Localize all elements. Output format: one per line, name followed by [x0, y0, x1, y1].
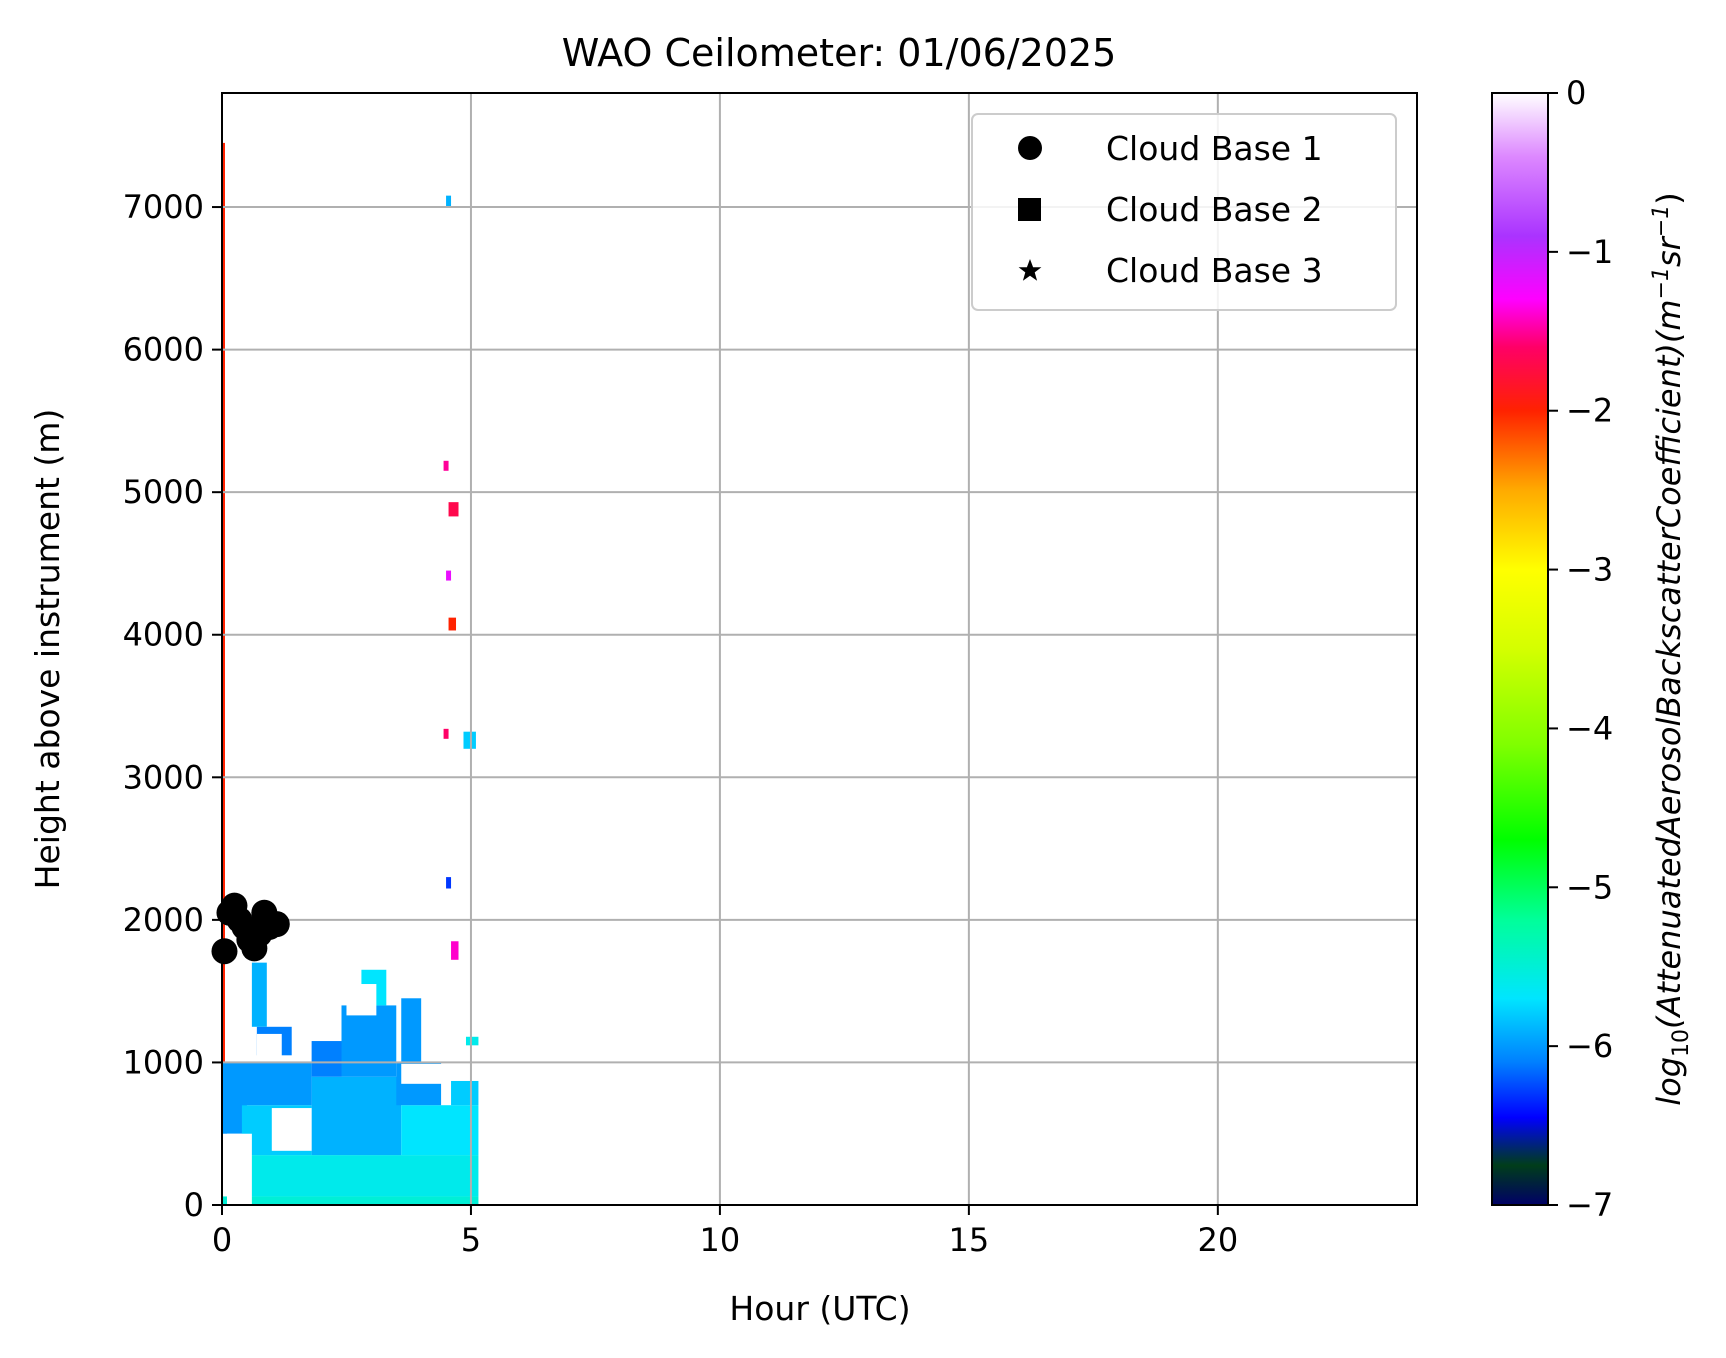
backscatter-cell — [246, 1155, 479, 1197]
colorbar-label: log10(AttenuatedAerosolBackscatterCoeffi… — [1649, 192, 1694, 1106]
backscatter-cell — [241, 1062, 312, 1106]
y-axis-ticks: 0 1000 2000 3000 4000 5000 6000 7000 — [123, 188, 222, 1224]
x-tick-label: 0 — [212, 1221, 232, 1259]
x-tick-label: 10 — [700, 1221, 741, 1259]
chart-title: WAO Ceilometer: 01/06/2025 — [562, 31, 1117, 75]
colorbar-tick-label: −1 — [1566, 233, 1613, 271]
backscatter-cell — [448, 617, 457, 631]
backscatter-cell — [451, 941, 459, 960]
backscatter-cell — [251, 962, 267, 1027]
colorbar — [1491, 92, 1549, 1206]
backscatter-cell — [463, 731, 476, 749]
backscatter-cell — [341, 1005, 397, 1077]
cloud-base-2-marker-icon — [1018, 198, 1041, 221]
colorbar-tick-label: −6 — [1566, 1027, 1613, 1065]
backscatter-cell — [448, 502, 459, 517]
backscatter-cell — [401, 1105, 479, 1156]
no-signal-gap — [271, 1108, 312, 1151]
colorbar-tick-label: −2 — [1566, 392, 1613, 430]
backscatter-cell — [446, 195, 452, 208]
cloud-base-1-markers — [211, 892, 290, 965]
backscatter-cell — [443, 460, 449, 471]
colorbar-tick-label: 0 — [1566, 74, 1586, 112]
clear-sky-gaps — [226, 984, 447, 1205]
no-signal-gap — [401, 1063, 447, 1084]
no-signal-gap — [226, 1133, 252, 1205]
backscatter-cell — [311, 1076, 402, 1156]
y-tick-label: 7000 — [123, 188, 204, 226]
x-tick-label: 15 — [949, 1221, 990, 1259]
backscatter-heatmap — [222, 142, 479, 1205]
backscatter-cell — [446, 570, 452, 581]
y-tick-label: 1000 — [123, 1043, 204, 1081]
x-axis-label: Hour (UTC) — [729, 1289, 910, 1328]
y-tick-label: 5000 — [123, 473, 204, 511]
backscatter-cell — [222, 1196, 479, 1205]
no-signal-gap — [346, 984, 377, 1016]
no-signal-gap — [256, 1033, 282, 1060]
legend-label-cloud-base-2: Cloud Base 2 — [1106, 190, 1323, 229]
colorbar-tick-label: −7 — [1566, 1186, 1613, 1224]
x-axis-ticks: 0 5 10 15 20 — [212, 1205, 1238, 1259]
y-tick-label: 2000 — [123, 901, 204, 939]
y-tick-label: 3000 — [123, 758, 204, 796]
backscatter-cell — [401, 998, 422, 1063]
legend-label-cloud-base-3: Cloud Base 3 — [1106, 251, 1323, 290]
backscatter-cell — [443, 728, 449, 739]
colorbar-ticks: 0 −1 −2 −3 −4 −5 −6 −7 — [1548, 74, 1613, 1224]
legend-box — [971, 113, 1397, 311]
y-axis-label: Height above instrument (m) — [28, 409, 67, 890]
legend: Cloud Base 1 Cloud Base 2 Cloud Base 3 — [971, 113, 1397, 311]
x-tick-label: 20 — [1197, 1221, 1238, 1259]
backscatter-cell — [446, 877, 452, 889]
cloud-base-1-point — [263, 911, 290, 938]
y-tick-label: 0 — [184, 1186, 204, 1224]
backscatter-cell — [222, 142, 225, 1063]
colorbar-tick-label: −4 — [1566, 709, 1613, 747]
y-tick-label: 4000 — [123, 616, 204, 654]
backscatter-cell — [311, 1041, 342, 1077]
cloud-base-3-marker-icon — [1018, 259, 1042, 281]
legend-label-cloud-base-1: Cloud Base 1 — [1106, 129, 1323, 168]
cloud-base-1-marker-icon — [1018, 136, 1042, 160]
x-tick-label: 5 — [461, 1221, 481, 1259]
plot-frame — [221, 92, 1418, 1206]
cloud-base-1-point — [211, 938, 238, 965]
backscatter-cell — [465, 1036, 479, 1046]
backscatter-cell — [451, 1080, 479, 1106]
y-tick-label: 6000 — [123, 331, 204, 369]
colorbar-tick-label: −5 — [1566, 868, 1613, 906]
colorbar-tick-label: −3 — [1566, 551, 1613, 589]
